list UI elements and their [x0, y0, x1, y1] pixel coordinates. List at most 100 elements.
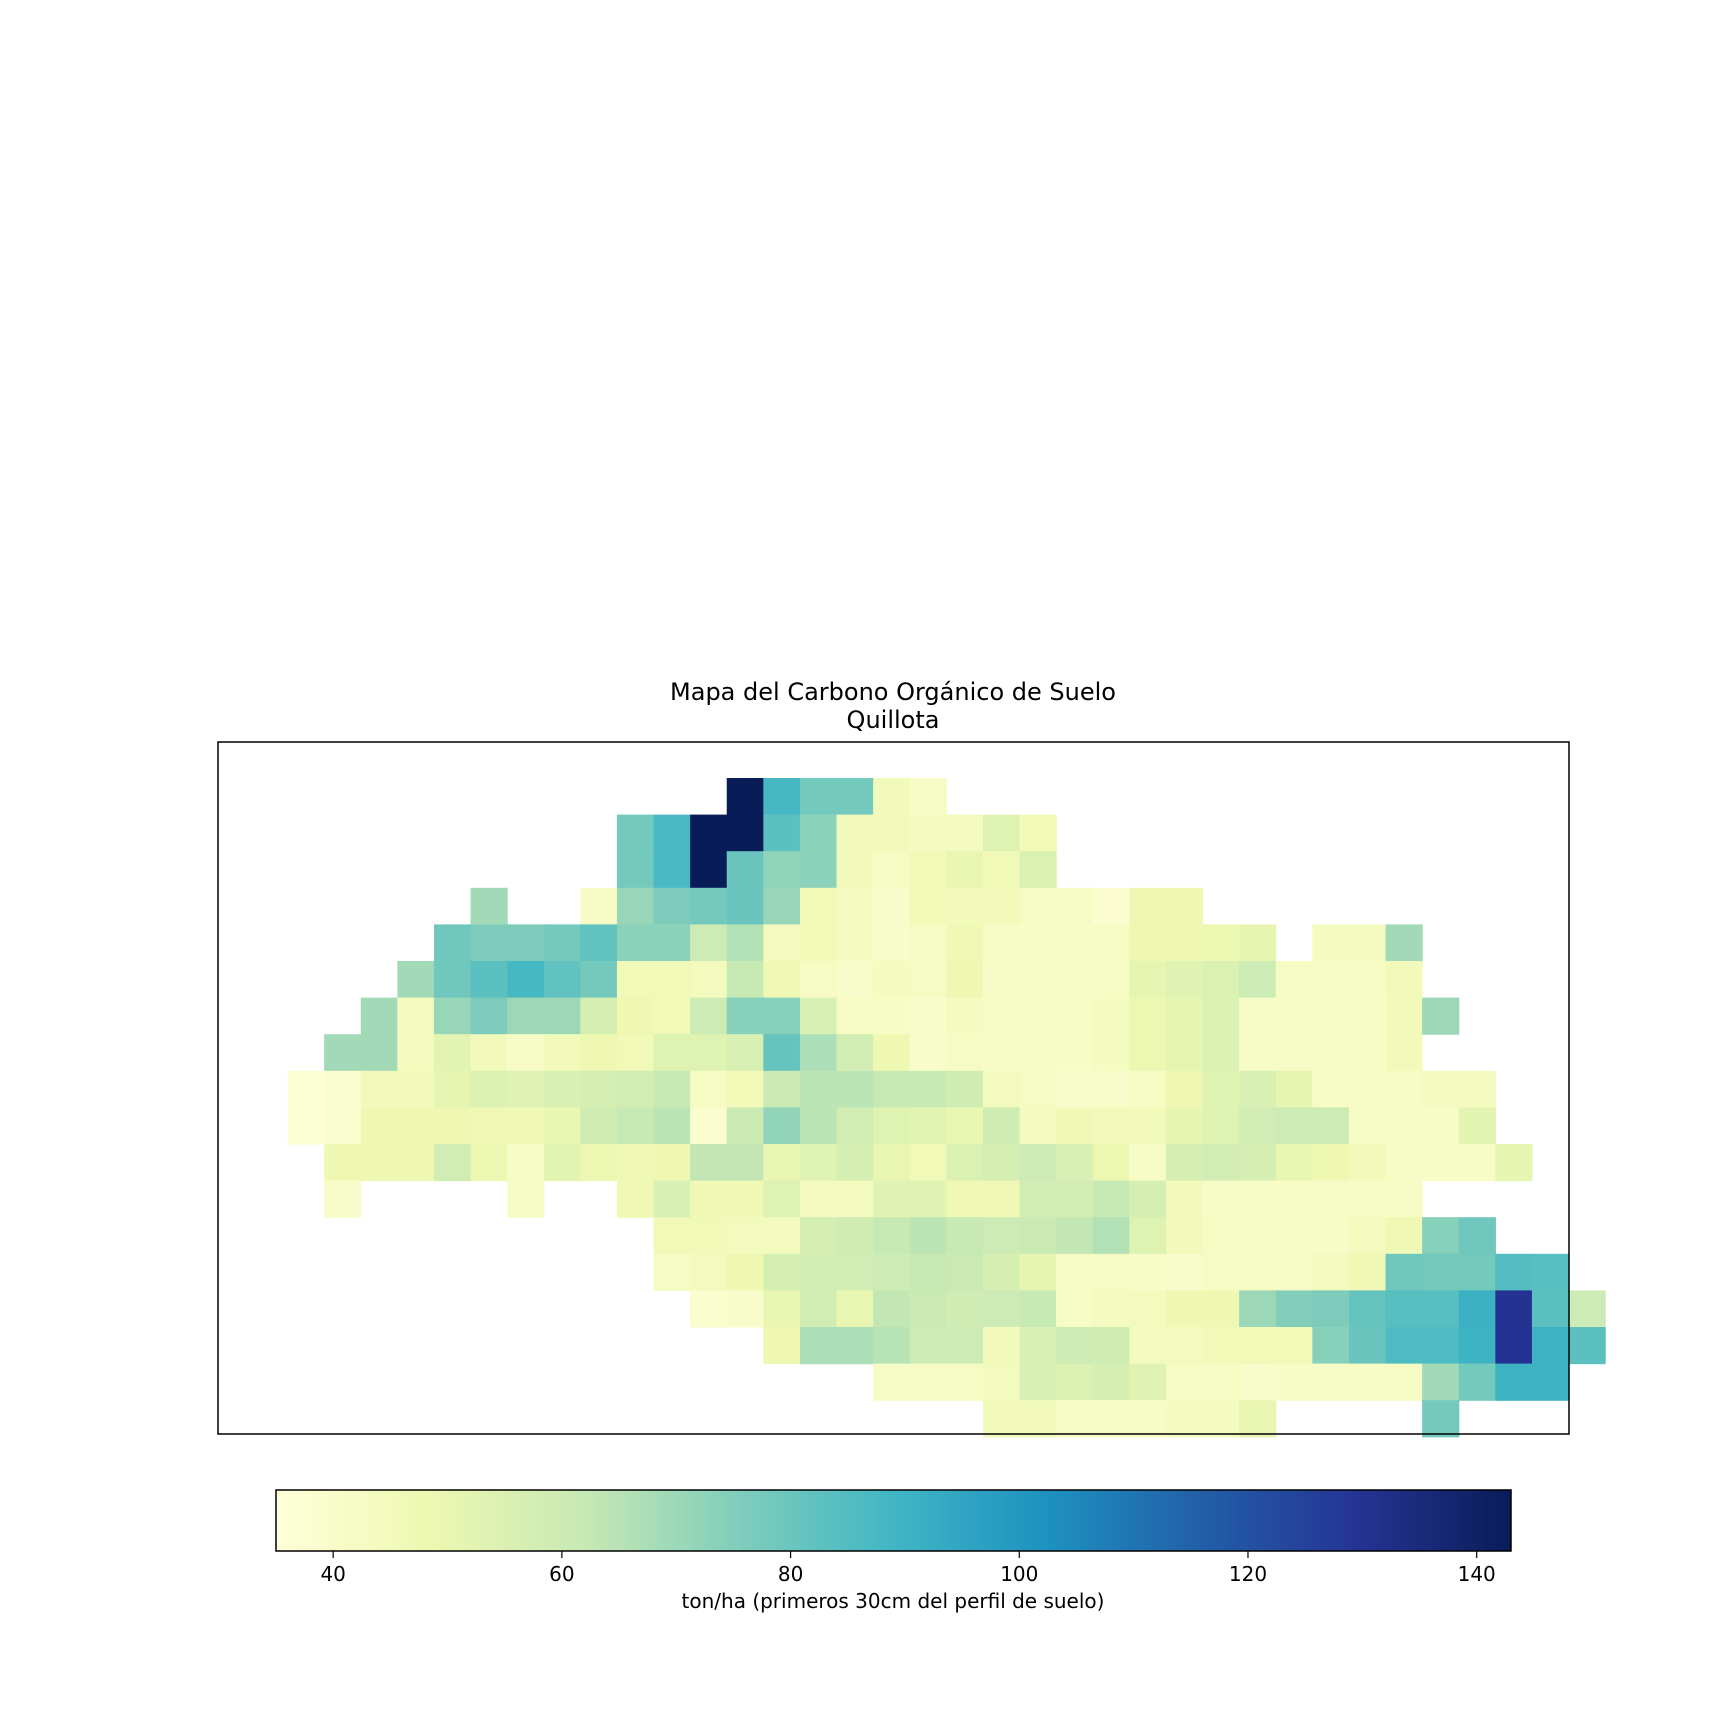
heatmap-cell — [616, 1180, 655, 1218]
heatmap-cell — [1092, 1180, 1130, 1218]
heatmap-cell — [653, 1144, 691, 1182]
heatmap-cell — [653, 887, 691, 925]
heatmap-cell — [1129, 1290, 1167, 1328]
heatmap-cell — [397, 1107, 435, 1145]
heatmap-cell — [580, 924, 618, 962]
heatmap-cell — [1385, 1034, 1423, 1072]
heatmap-cell — [1495, 1253, 1533, 1291]
heatmap-cell — [470, 961, 508, 999]
heatmap-cell — [982, 1327, 1021, 1365]
heatmap-cell — [690, 1180, 728, 1218]
heatmap-cell — [1385, 1070, 1423, 1108]
heatmap-cell — [982, 1144, 1021, 1182]
heatmap-cell — [690, 814, 728, 852]
heatmap-cell — [1019, 1253, 1057, 1291]
heatmap-cell — [873, 1070, 911, 1108]
heatmap-cell — [1422, 1217, 1460, 1255]
heatmap-cell — [1165, 1180, 1204, 1218]
heatmap-cell — [1092, 997, 1130, 1035]
chart-subtitle: Quillota — [847, 706, 940, 734]
heatmap-cell — [1056, 924, 1094, 962]
heatmap-cell — [763, 924, 801, 962]
heatmap-cell — [1056, 1144, 1094, 1182]
heatmap-cell — [543, 1070, 581, 1108]
heatmap-cell — [397, 1070, 435, 1108]
heatmap-cell — [616, 887, 655, 925]
heatmap-cell — [726, 887, 764, 925]
heatmap-cell — [543, 1144, 581, 1182]
heatmap-cell — [1019, 851, 1057, 889]
colorbar-tick-label: 80 — [778, 1562, 803, 1586]
heatmap-cell — [616, 1034, 655, 1072]
heatmap-cell — [836, 997, 874, 1035]
heatmap-cell — [982, 997, 1021, 1035]
heatmap-cell — [433, 1107, 472, 1145]
heatmap-cell — [653, 1070, 691, 1108]
heatmap-cell — [1385, 997, 1423, 1035]
colorbar — [275, 1489, 1512, 1552]
heatmap-cell — [690, 887, 728, 925]
heatmap-cell — [799, 814, 838, 852]
heatmap-cell — [507, 997, 545, 1035]
heatmap-cell — [1129, 924, 1167, 962]
heatmap-cell — [1092, 1327, 1130, 1365]
heatmap-cell — [1458, 1253, 1496, 1291]
heatmap-cell — [653, 1180, 691, 1218]
heatmap-cell — [1129, 887, 1167, 925]
heatmap-cell — [690, 961, 728, 999]
heatmap-cell — [946, 1253, 984, 1291]
heatmap-cell — [1019, 924, 1057, 962]
heatmap-cell — [1129, 997, 1167, 1035]
heatmap-cell — [1348, 1107, 1387, 1145]
heatmap-cell — [1019, 1327, 1057, 1365]
heatmap-cell — [982, 1034, 1021, 1072]
heatmap-cell — [946, 1144, 984, 1182]
heatmap-cell — [1202, 1253, 1240, 1291]
heatmap-cell — [946, 1180, 984, 1218]
heatmap-cell — [763, 1290, 801, 1328]
heatmap-cell — [580, 887, 618, 925]
heatmap-cell — [873, 1144, 911, 1182]
heatmap-cell — [1165, 1253, 1204, 1291]
heatmap-cell — [909, 1253, 947, 1291]
heatmap-cell — [799, 1217, 838, 1255]
heatmap-cell — [982, 814, 1021, 852]
heatmap-cell — [1275, 1107, 1313, 1145]
heatmap-cell — [1056, 1290, 1094, 1328]
heatmap-cell — [726, 924, 764, 962]
heatmap-cell — [909, 814, 947, 852]
heatmap-cell — [763, 778, 801, 816]
heatmap-cell — [1422, 1107, 1460, 1145]
heatmap-cell — [653, 814, 691, 852]
heatmap-cell — [1165, 997, 1204, 1035]
heatmap-cell — [799, 851, 838, 889]
heatmap-cell — [397, 997, 435, 1035]
heatmap-cell — [580, 1034, 618, 1072]
heatmap-cell — [1275, 1180, 1313, 1218]
heatmap-cell — [873, 1217, 911, 1255]
heatmap-cell — [726, 961, 764, 999]
heatmap-cell — [1129, 1217, 1167, 1255]
heatmap-cell — [909, 1327, 947, 1365]
heatmap-cell — [1348, 1034, 1387, 1072]
heatmap-cell — [946, 1217, 984, 1255]
heatmap-cell — [946, 887, 984, 925]
heatmap-cell — [836, 1217, 874, 1255]
heatmap-cell — [433, 961, 472, 999]
heatmap-cell — [543, 997, 581, 1035]
heatmap-cell — [1312, 924, 1350, 962]
heatmap-cell — [1348, 1180, 1387, 1218]
heatmap-cell — [726, 1034, 764, 1072]
heatmap-cell — [799, 997, 838, 1035]
heatmap-cell — [433, 1070, 472, 1108]
heatmap-cell — [324, 1180, 362, 1218]
heatmap-cell — [1385, 1107, 1423, 1145]
heatmap-cell — [1239, 1400, 1277, 1438]
heatmap-cell — [690, 1107, 728, 1145]
heatmap-cell — [1019, 1400, 1057, 1438]
heatmap-cell — [1165, 1107, 1204, 1145]
heatmap-cell — [763, 814, 801, 852]
heatmap-cell — [1458, 1290, 1496, 1328]
heatmap-cell — [1092, 1400, 1130, 1438]
heatmap-cell — [1056, 961, 1094, 999]
